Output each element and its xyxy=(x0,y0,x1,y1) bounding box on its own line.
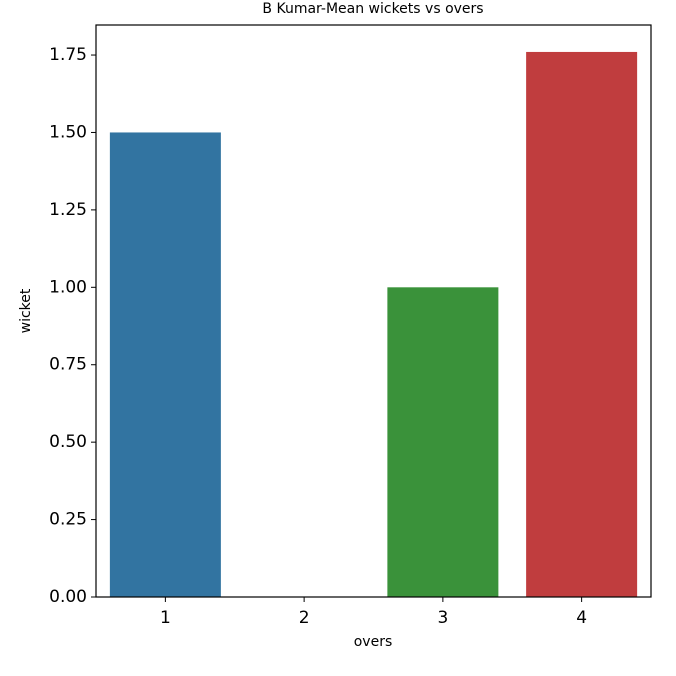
plot-frame xyxy=(95,24,652,598)
y-tick-label: 1.50 xyxy=(49,122,87,142)
y-tick-label: 0.75 xyxy=(49,355,87,375)
x-tick-label: 3 xyxy=(437,608,448,628)
y-tick-label: 0.25 xyxy=(49,510,87,530)
bar xyxy=(526,51,638,597)
x-tick-label: 4 xyxy=(576,608,587,628)
y-tick-label: 0.00 xyxy=(49,587,87,607)
y-tick-label: 1.75 xyxy=(49,45,87,65)
x-tick-label: 2 xyxy=(299,608,310,628)
y-tick-label: 1.00 xyxy=(49,277,87,297)
chart-title: B Kumar-Mean wickets vs overs xyxy=(262,1,483,17)
x-tick-label: 1 xyxy=(160,608,171,628)
y-tick-label: 0.50 xyxy=(49,432,87,452)
x-axis-label: overs xyxy=(354,634,393,650)
bar xyxy=(109,132,221,598)
y-axis-label: wicket xyxy=(18,288,34,333)
bar xyxy=(387,287,499,597)
y-tick-label: 1.25 xyxy=(49,200,87,220)
